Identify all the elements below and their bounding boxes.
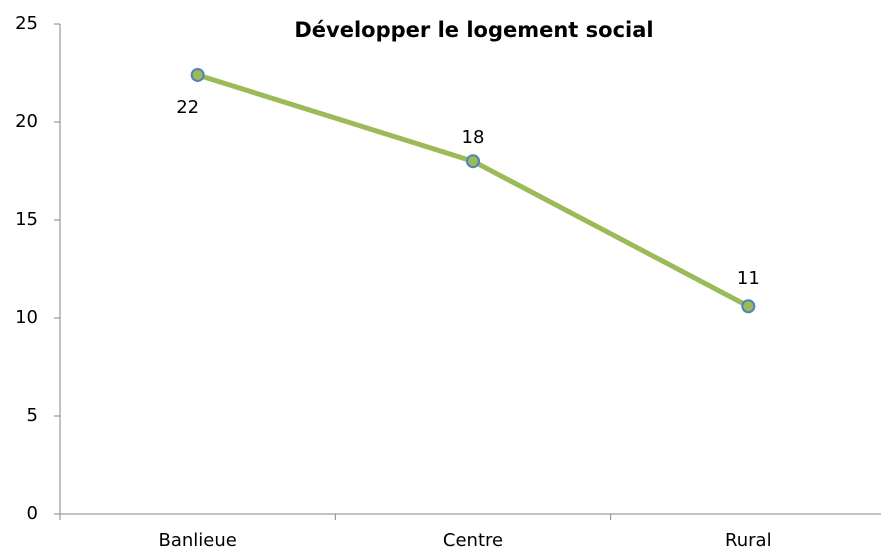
y-tick-label: 15 xyxy=(15,209,38,230)
point xyxy=(190,67,205,82)
x-tick-label: Centre xyxy=(443,530,503,550)
y-tick-label: 10 xyxy=(15,307,38,328)
y-tick-label: 5 xyxy=(27,405,38,426)
point xyxy=(466,154,480,169)
y-tick-label: 25 xyxy=(15,13,38,34)
point xyxy=(741,299,756,314)
chart-title: Développer le logement social xyxy=(294,18,653,42)
y-tick-label: 0 xyxy=(27,503,38,524)
y-tick-label: 20 xyxy=(15,111,38,132)
x-tick-label: Rural xyxy=(725,530,772,550)
data-label: 18 xyxy=(462,127,485,148)
series-line xyxy=(196,72,750,309)
data-label: 11 xyxy=(737,268,760,289)
x-tick-label: Banlieue xyxy=(158,530,236,550)
data-label: 22 xyxy=(176,97,199,118)
